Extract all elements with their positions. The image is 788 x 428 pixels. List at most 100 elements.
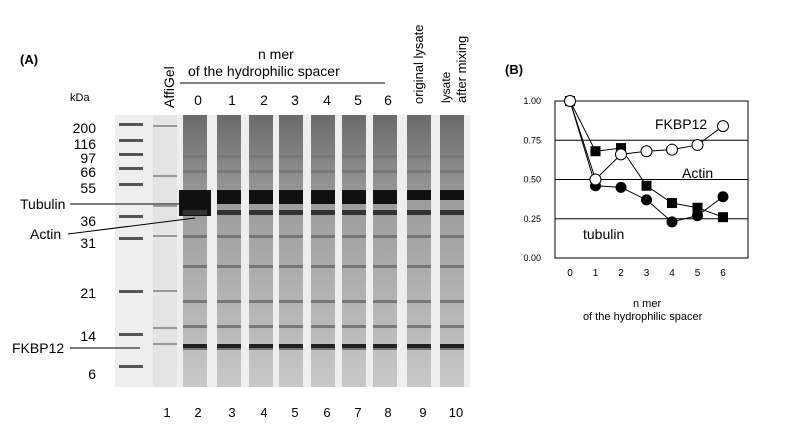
gel-band bbox=[279, 347, 303, 350]
fkbp12-band bbox=[311, 344, 335, 348]
gel-band bbox=[342, 300, 366, 303]
lane-number-6: 6 bbox=[323, 405, 331, 420]
point-tubulin bbox=[717, 191, 729, 203]
gel-lane bbox=[153, 115, 177, 387]
gel-band bbox=[153, 205, 177, 207]
gel-band bbox=[279, 235, 303, 238]
mw-31: 31 bbox=[80, 235, 96, 251]
gel-lane bbox=[373, 115, 397, 387]
lane-number-1: 1 bbox=[163, 405, 171, 420]
gel-band bbox=[373, 265, 397, 268]
gel-band bbox=[153, 327, 177, 329]
x-tick-label: 3 bbox=[644, 268, 650, 279]
panel-a-label: (A) bbox=[20, 52, 39, 67]
marker-band bbox=[119, 237, 143, 240]
gel-band bbox=[279, 325, 303, 328]
gel-band bbox=[407, 155, 431, 158]
gel-band bbox=[373, 347, 397, 350]
mw-6: 6 bbox=[88, 366, 96, 382]
y-tick-label: 0.75 bbox=[523, 135, 541, 145]
nmer-lane-4: 4 bbox=[323, 92, 331, 108]
gel-band bbox=[183, 155, 207, 158]
gel-band bbox=[311, 325, 335, 328]
chart-xlabel-line1: n mer bbox=[633, 298, 662, 310]
fkbp12-band bbox=[342, 344, 366, 348]
gel-band bbox=[440, 325, 464, 328]
mw-200: 200 bbox=[72, 120, 96, 136]
gel-band bbox=[183, 170, 207, 173]
y-tick-label: 0.00 bbox=[523, 253, 541, 263]
gel-band bbox=[249, 325, 273, 328]
gel-band bbox=[311, 170, 335, 173]
fkbp12-band bbox=[249, 344, 273, 348]
nmer-header-line1: n mer bbox=[258, 46, 294, 62]
tubulin-label: Tubulin bbox=[20, 196, 66, 212]
gel-band bbox=[279, 170, 303, 173]
nmer-lane-6: 6 bbox=[384, 92, 392, 108]
tubulin-band bbox=[249, 190, 273, 204]
gel-band bbox=[153, 125, 177, 127]
gel-band bbox=[440, 155, 464, 158]
gel-band bbox=[440, 265, 464, 268]
gel-band bbox=[153, 343, 177, 345]
mw-116: 116 bbox=[73, 136, 96, 152]
gel-band bbox=[373, 325, 397, 328]
fkbp12-band bbox=[217, 344, 241, 348]
gel-band bbox=[342, 170, 366, 173]
mw-55: 55 bbox=[80, 180, 96, 196]
lane-number-7: 7 bbox=[354, 405, 362, 420]
mw-97: 97 bbox=[80, 150, 96, 166]
marker-band bbox=[119, 333, 143, 336]
marker-band bbox=[119, 139, 143, 142]
gel-band bbox=[153, 290, 177, 292]
gel-band bbox=[440, 170, 464, 173]
mw-66: 66 bbox=[80, 164, 96, 180]
gel-lane bbox=[279, 115, 303, 387]
y-tick-label: 0.25 bbox=[523, 214, 541, 224]
gel-band bbox=[249, 235, 273, 238]
annotation-fkbp12: FKBP12 bbox=[655, 116, 708, 132]
actin-band bbox=[183, 210, 207, 215]
gel-band bbox=[217, 170, 241, 173]
point-fkbp12 bbox=[640, 145, 653, 158]
actin-band bbox=[407, 210, 431, 215]
x-tick-label: 0 bbox=[567, 268, 573, 279]
y-tick-label: 1.00 bbox=[523, 96, 541, 106]
lane-number-4: 4 bbox=[260, 405, 268, 420]
mw-21: 21 bbox=[80, 285, 96, 301]
gel-lane bbox=[342, 115, 366, 387]
gel-lane bbox=[440, 115, 464, 387]
gel-band bbox=[153, 175, 177, 177]
point-actin bbox=[641, 180, 652, 191]
tubulin-band bbox=[407, 190, 431, 200]
actin-band bbox=[342, 210, 366, 215]
gel-band bbox=[249, 170, 273, 173]
mw-36: 36 bbox=[80, 213, 96, 229]
x-tick-label: 6 bbox=[720, 268, 726, 279]
annotation-tubulin: tubulin bbox=[583, 226, 625, 242]
gel-band bbox=[279, 265, 303, 268]
gel-band bbox=[342, 235, 366, 238]
x-tick-label: 2 bbox=[618, 268, 624, 279]
point-fkbp12 bbox=[615, 148, 627, 161]
x-tick-label: 5 bbox=[695, 268, 701, 279]
nmer-lane-5: 5 bbox=[354, 92, 362, 108]
kda-label: kDa bbox=[70, 92, 90, 104]
panel-b-label: (B) bbox=[505, 62, 524, 77]
nmer-lane-1: 1 bbox=[228, 92, 236, 108]
marker-band bbox=[119, 183, 143, 186]
point-tubulin bbox=[692, 210, 703, 222]
marker-band bbox=[119, 290, 143, 293]
gel-band bbox=[217, 265, 241, 268]
point-actin bbox=[692, 202, 703, 213]
gel-band bbox=[342, 325, 366, 328]
chart-xlabel-line2: of the hydrophilic spacer bbox=[583, 311, 703, 323]
point-fkbp12 bbox=[717, 120, 729, 133]
gel-band bbox=[311, 300, 335, 303]
gel-lane bbox=[311, 115, 335, 387]
tubulin-band bbox=[342, 190, 366, 204]
nmer-lane-3: 3 bbox=[291, 92, 299, 108]
point-fkbp12 bbox=[691, 138, 704, 151]
tubulin-band bbox=[373, 190, 397, 204]
actin-band bbox=[249, 210, 273, 215]
